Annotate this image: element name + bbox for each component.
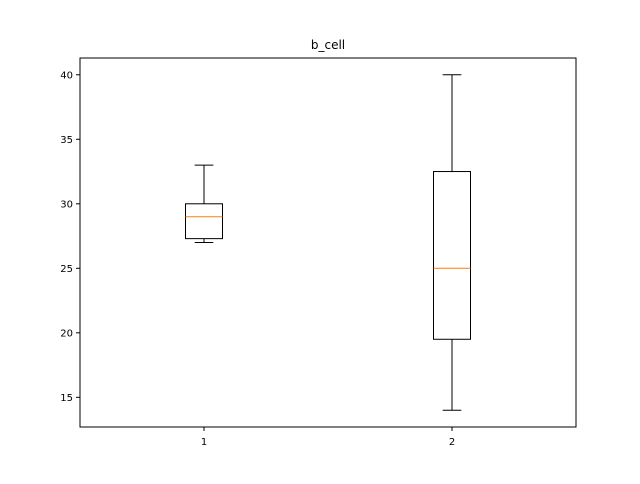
x-tick-label: 1 <box>201 437 207 448</box>
x-tick-label: 2 <box>449 437 455 448</box>
y-tick-label: 20 <box>60 328 73 339</box>
y-tick-label: 15 <box>60 393 73 404</box>
y-tick-label: 40 <box>60 70 73 81</box>
y-axis: 15 20 25 30 35 40 <box>60 70 80 404</box>
chart-marks <box>185 74 471 411</box>
plot-area-frame <box>79 57 577 428</box>
y-tick-label: 35 <box>60 135 73 146</box>
iqr-box <box>185 203 223 240</box>
chart-title: b_cell <box>311 38 345 52</box>
y-tick-label: 25 <box>60 264 73 275</box>
box-group-1 <box>185 164 223 243</box>
box-group-2 <box>433 74 471 411</box>
iqr-box <box>433 171 471 340</box>
y-tick-label: 30 <box>60 199 73 210</box>
